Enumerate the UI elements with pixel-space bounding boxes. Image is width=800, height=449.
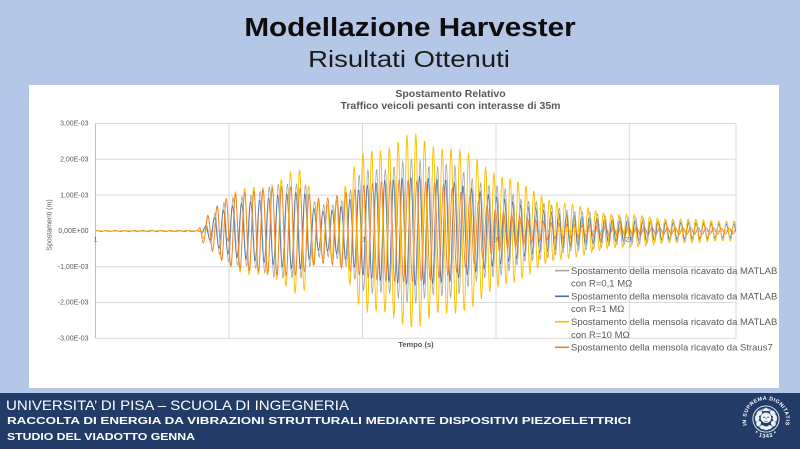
svg-text:* 1343 *: * 1343 * bbox=[753, 430, 779, 440]
svg-text:-2,00E-03: -2,00E-03 bbox=[58, 300, 89, 307]
svg-text:1: 1 bbox=[94, 237, 98, 244]
svg-text:-3,00E-03: -3,00E-03 bbox=[58, 336, 89, 343]
svg-text:3,00E-03: 3,00E-03 bbox=[60, 121, 89, 128]
svg-text:con R=10 MΩ: con R=10 MΩ bbox=[571, 330, 630, 341]
svg-text:Spostamento della mensola rica: Spostamento della mensola ricavato da MA… bbox=[571, 291, 777, 302]
svg-text:-1,00E-03: -1,00E-03 bbox=[58, 264, 89, 271]
svg-text:2,00E-03: 2,00E-03 bbox=[60, 157, 89, 164]
svg-text:1,00E-03: 1,00E-03 bbox=[60, 192, 89, 199]
svg-text:con R=0,1 MΩ: con R=0,1 MΩ bbox=[571, 279, 632, 290]
svg-text:Spostamento della mensola rica: Spostamento della mensola ricavato da MA… bbox=[571, 266, 777, 277]
svg-text:Spostamenti (m): Spostamenti (m) bbox=[47, 199, 54, 250]
svg-text:con R=1 MΩ: con R=1 MΩ bbox=[571, 304, 624, 315]
svg-text:11: 11 bbox=[359, 237, 366, 244]
svg-text:0,00E+00: 0,00E+00 bbox=[58, 228, 88, 235]
svg-text:Spostamento della mensola rica: Spostamento della mensola ricavato da MA… bbox=[571, 317, 777, 328]
svg-text:Spostamento della mensola rica: Spostamento della mensola ricavato da St… bbox=[571, 343, 773, 354]
